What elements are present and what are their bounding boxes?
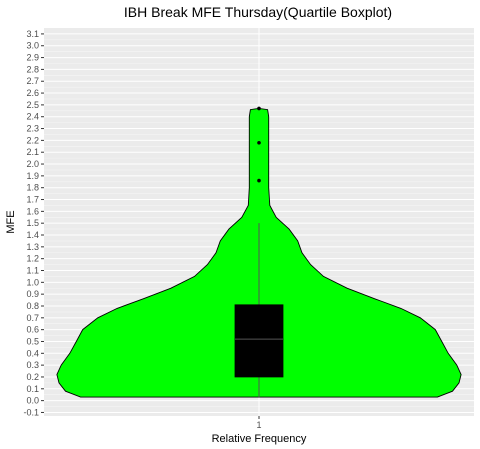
x-tick-label: 1	[256, 420, 261, 430]
y-tick-label: 2.9	[26, 53, 39, 63]
y-tick-label: 2.7	[26, 76, 39, 86]
outlier-point	[257, 106, 261, 111]
y-tick-label: 0.7	[26, 313, 39, 323]
y-axis-title: MFE	[5, 210, 17, 233]
x-axis: 1	[256, 416, 262, 430]
y-tick-label: 0.3	[26, 360, 39, 370]
y-tick-label: 0.8	[26, 301, 39, 311]
y-tick-label: 1.9	[26, 171, 39, 181]
y-tick-label: 1.0	[26, 277, 39, 287]
y-tick-label: 1.6	[26, 206, 39, 216]
y-tick-label: 0.0	[26, 396, 39, 406]
outlier-point	[257, 178, 261, 183]
y-tick-label: 2.1	[26, 147, 39, 157]
outlier-points	[257, 106, 261, 183]
y-tick-label: 0.6	[26, 325, 39, 335]
y-tick-label: 2.4	[26, 112, 39, 122]
y-tick-label: 3.1	[26, 29, 39, 39]
y-tick-label: 0.2	[26, 372, 39, 382]
y-tick-label: 0.9	[26, 289, 39, 299]
y-tick-label: -0.1	[23, 407, 39, 417]
y-tick-label: 1.4	[26, 230, 39, 240]
y-tick-label: 2.8	[26, 64, 39, 74]
y-tick-label: 1.2	[26, 254, 39, 264]
y-tick-label: 2.3	[26, 124, 39, 134]
x-axis-title: Relative Frequency	[212, 433, 307, 445]
y-tick-label: 1.5	[26, 218, 39, 228]
y-tick-label: 3.0	[26, 41, 39, 51]
y-tick-label: 2.6	[26, 88, 39, 98]
outlier-point	[257, 140, 261, 145]
y-tick-label: 1.8	[26, 183, 39, 193]
chart-title: IBH Break MFE Thursday(Quartile Boxplot)	[123, 4, 393, 20]
y-tick-label: 1.1	[26, 266, 39, 276]
y-tick-label: 1.3	[26, 242, 39, 252]
y-tick-label: 2.5	[26, 100, 39, 110]
y-tick-label: 2.0	[26, 159, 39, 169]
y-tick-label: 2.2	[26, 135, 39, 145]
y-tick-label: 0.4	[26, 348, 39, 358]
y-axis: -0.10.0 0.1 0.2 0.3 0.4 0.50.6 0.7 0.8 0.9 1.01.1…	[23, 29, 44, 417]
quartile-box	[234, 304, 284, 378]
y-tick-label: 0.1	[26, 384, 39, 394]
y-tick-label: 1.7	[26, 195, 39, 205]
y-tick-label: 0.5	[26, 336, 39, 346]
